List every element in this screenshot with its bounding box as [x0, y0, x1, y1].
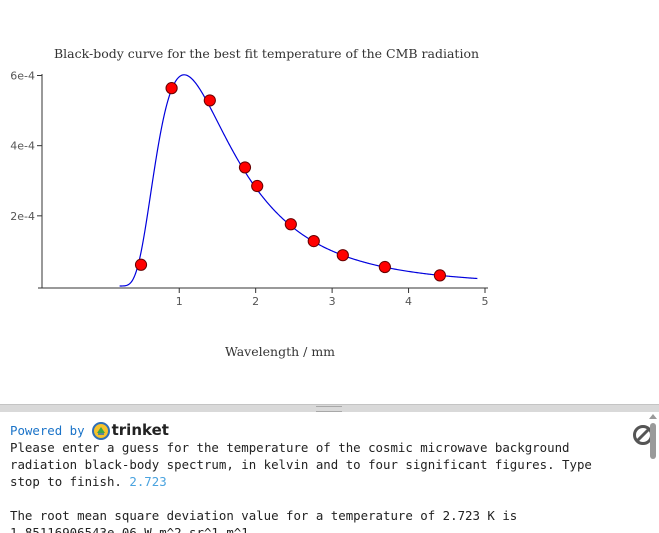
data-point: [378, 260, 391, 274]
blackbody-curve: [119, 74, 478, 287]
scroll-thumb[interactable]: [650, 423, 656, 459]
prompt-line-1: Please enter a guess for the temperature…: [10, 440, 570, 455]
x-tick-label: 3: [329, 295, 336, 308]
x-tick-label: 4: [405, 295, 412, 308]
powered-by-text[interactable]: Powered by: [10, 423, 85, 438]
data-point: [238, 161, 252, 174]
x-axis-label: Wavelength / mm: [225, 344, 335, 359]
blank-line: [10, 490, 630, 507]
data-point: [251, 179, 264, 193]
data-point: [284, 218, 297, 231]
prompt-line-2: radiation black-body spectrum, in kelvin…: [10, 457, 592, 472]
x-tick-label: 5: [482, 295, 489, 308]
data-point: [433, 269, 446, 282]
y-tick-label: 2e-4: [10, 210, 35, 223]
data-point: [336, 249, 349, 262]
prompt-line-3-text: stop to finish.: [10, 474, 130, 489]
splitter-grip[interactable]: [316, 406, 342, 412]
plot-area: Black-body curve for the best fit temper…: [10, 46, 489, 359]
trinket-brand[interactable]: trinket: [111, 421, 169, 439]
result-line: The root mean square deviation value for…: [10, 508, 518, 523]
data-points: [134, 82, 446, 282]
cmb-chart: Black-body curve for the best fit temper…: [10, 46, 488, 359]
chart-axes: 1 2 3 4 5 2e-4 4e-4 6e-4: [10, 70, 488, 308]
powered-by-row[interactable]: Powered by trinket: [10, 421, 630, 440]
data-point: [134, 258, 148, 271]
x-tick-label: 1: [176, 295, 183, 308]
pane-splitter[interactable]: [0, 404, 659, 412]
console-output: Powered by trinket Please enter a guess …: [10, 421, 630, 533]
data-point: [165, 82, 178, 95]
y-tick-label: 4e-4: [10, 140, 35, 153]
console-scrollbar[interactable]: [647, 412, 659, 533]
trinket-logo-icon[interactable]: [91, 421, 110, 440]
data-point: [307, 234, 320, 248]
scroll-up-arrow-icon[interactable]: [649, 414, 657, 419]
result-value-line: 1.85116906543e-06 W m^2 sr^1 m^1: [10, 525, 249, 533]
prompt-line-3: stop to finish. 2.723: [10, 473, 630, 490]
y-tick-label: 6e-4: [10, 70, 35, 83]
chart-title: Black-body curve for the best fit temper…: [54, 46, 479, 61]
blackbody-curve-line: [119, 74, 478, 287]
console-panel: Powered by trinket Please enter a guess …: [0, 412, 659, 533]
x-tick-label: 2: [252, 295, 259, 308]
user-input-value: 2.723: [129, 474, 167, 489]
data-point: [203, 94, 216, 107]
